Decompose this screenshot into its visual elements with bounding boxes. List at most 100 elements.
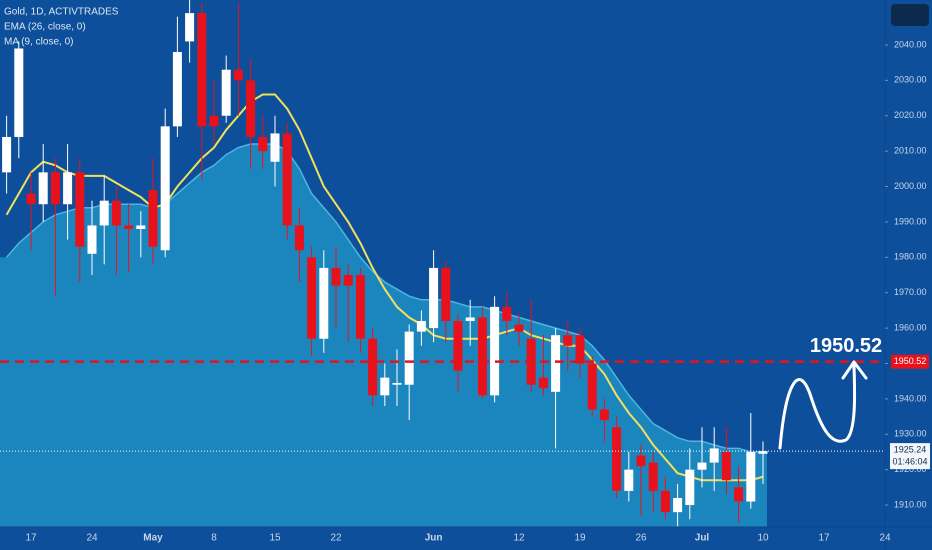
candle-body xyxy=(136,225,146,229)
candle-body xyxy=(660,490,670,513)
candle-body xyxy=(148,190,158,247)
candle-body xyxy=(575,335,585,364)
y-tick-label: 1910.00 xyxy=(894,499,927,509)
countdown-label: 01:46:04 xyxy=(892,456,927,466)
candle-body xyxy=(111,200,121,226)
hand-drawn-arrow xyxy=(778,364,857,450)
y-tick-label: 1970.00 xyxy=(894,287,927,297)
candle-body xyxy=(441,267,451,322)
x-tick-label: 15 xyxy=(269,533,281,544)
x-tick-label: 17 xyxy=(818,533,830,544)
candle-body xyxy=(99,200,109,226)
candle-body xyxy=(514,324,524,332)
x-tick-label: 24 xyxy=(86,533,98,544)
legend-indicator: MA (9, close, 0) xyxy=(4,37,73,48)
candle-body xyxy=(587,363,597,410)
candle-body xyxy=(160,126,170,251)
candle-body xyxy=(124,225,134,229)
candle-body xyxy=(636,455,646,467)
candle-body xyxy=(221,69,231,116)
arrow-head xyxy=(841,360,868,380)
candle-body xyxy=(38,172,48,205)
indicator-area xyxy=(0,144,767,527)
candle-body xyxy=(258,136,268,152)
candle-body xyxy=(648,462,658,491)
candle-body xyxy=(416,321,426,332)
candle-body xyxy=(331,267,341,286)
y-tick-label: 2010.00 xyxy=(894,146,927,156)
candle-body xyxy=(490,306,500,396)
candle-body xyxy=(319,267,329,339)
candle-body xyxy=(233,69,243,81)
candle-body xyxy=(734,487,744,502)
y-tick-label: 1990.00 xyxy=(894,216,927,226)
candle-body xyxy=(185,13,195,42)
candle-body xyxy=(209,115,219,127)
candle-body xyxy=(429,267,439,329)
candle-body xyxy=(709,448,719,463)
x-tick-label: 17 xyxy=(25,533,37,544)
y-tick-label: 1960.00 xyxy=(894,322,927,332)
target-price-tag-label: 1950.52 xyxy=(894,356,927,366)
x-tick-label: Jun xyxy=(425,533,443,544)
x-tick-label: Jul xyxy=(695,533,710,544)
candle-body xyxy=(453,321,463,371)
candle-body xyxy=(282,133,292,226)
candle-body xyxy=(355,275,365,339)
candle-body xyxy=(63,172,73,205)
candle-body xyxy=(685,469,695,506)
candle-body xyxy=(624,469,634,491)
y-tick-label: 2020.00 xyxy=(894,110,927,120)
candle-body xyxy=(368,338,378,396)
candle-body xyxy=(746,451,756,502)
candle-body xyxy=(87,225,97,254)
candle-body xyxy=(551,335,561,392)
x-tick-label: 12 xyxy=(513,533,525,544)
candle-body xyxy=(270,133,280,162)
toolbar-button[interactable] xyxy=(891,4,929,26)
candle-body xyxy=(50,172,60,205)
x-tick-label: 19 xyxy=(574,533,586,544)
candle-body xyxy=(75,172,85,247)
candle-body xyxy=(477,317,487,396)
y-tick-label: 2040.00 xyxy=(894,39,927,49)
x-tick-label: May xyxy=(143,533,163,544)
x-tick-label: 26 xyxy=(635,533,647,544)
y-tick-label: 2030.00 xyxy=(894,75,927,85)
candle-body xyxy=(538,377,548,389)
y-tick-label: 1980.00 xyxy=(894,252,927,262)
x-tick-label: 24 xyxy=(879,533,891,544)
candle-body xyxy=(246,80,256,137)
current-price-tag-label: 1925.24 xyxy=(894,444,927,454)
legend-title: Gold, 1D, ACTIVTRADES xyxy=(4,7,119,18)
candle-body xyxy=(172,52,182,127)
x-tick-label: 10 xyxy=(757,533,769,544)
x-tick-label: 8 xyxy=(211,533,217,544)
candle-body xyxy=(26,193,36,205)
candle-body xyxy=(14,48,24,137)
candle-body xyxy=(392,382,402,385)
y-tick-label: 2000.00 xyxy=(894,181,927,191)
candle-body xyxy=(612,427,622,491)
indicator-line xyxy=(6,143,763,453)
y-tick-label: 1940.00 xyxy=(894,393,927,403)
target-price-tag xyxy=(891,354,929,369)
indicator-line xyxy=(5,93,764,482)
candle-body xyxy=(599,409,609,421)
candle-body xyxy=(758,451,768,454)
candle-body xyxy=(197,13,207,127)
legend-indicator: EMA (26, close, 0) xyxy=(4,22,86,33)
candle-body xyxy=(465,317,475,322)
candle-body xyxy=(721,451,731,481)
candle-body xyxy=(502,306,512,322)
y-tick-label: 1930.00 xyxy=(894,429,927,439)
candle-body xyxy=(563,335,573,346)
candle-body xyxy=(307,257,317,339)
target-annotation: 1950.52 xyxy=(810,335,882,357)
axes: 1910.001920.001930.001940.001950.001960.… xyxy=(25,39,930,544)
x-tick-label: 22 xyxy=(330,533,342,544)
candle-body xyxy=(697,462,707,470)
current-price-tag xyxy=(890,443,930,470)
candle-body xyxy=(294,225,304,251)
